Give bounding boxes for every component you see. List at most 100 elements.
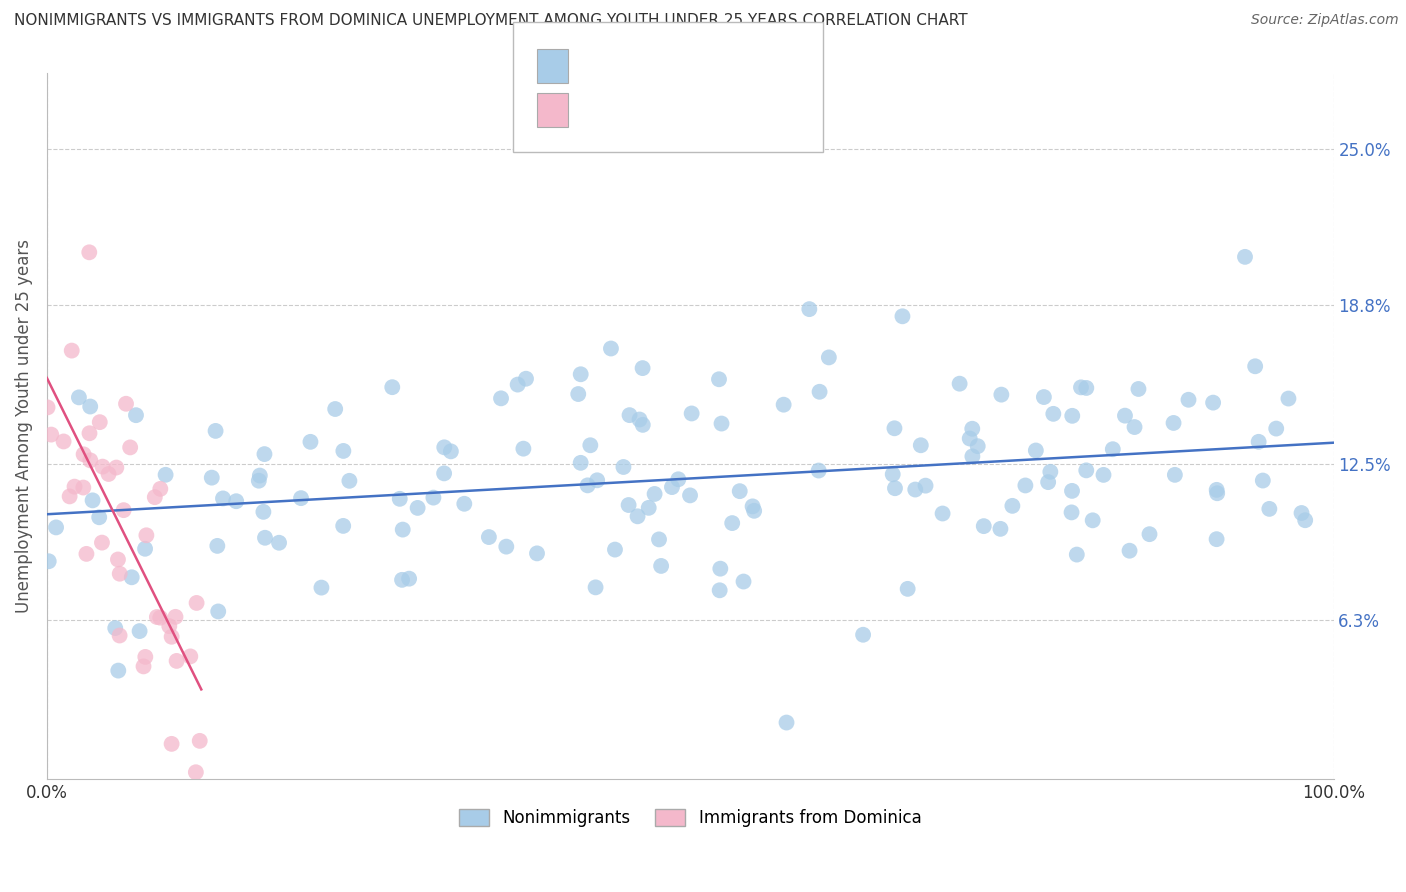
Point bbox=[79, 426, 101, 441]
Point bbox=[72, 447, 94, 461]
Point bbox=[962, 422, 984, 436]
Point bbox=[1042, 407, 1064, 421]
Point bbox=[973, 519, 995, 533]
Point bbox=[478, 530, 501, 544]
Legend: Nonimmigrants, Immigrants from Dominica: Nonimmigrants, Immigrants from Dominica bbox=[453, 803, 928, 834]
Point bbox=[526, 546, 548, 560]
Point bbox=[433, 440, 456, 454]
Text: R =: R = bbox=[574, 57, 607, 75]
Point bbox=[45, 520, 67, 534]
Point bbox=[1247, 434, 1270, 449]
Point bbox=[89, 510, 111, 524]
Point bbox=[1076, 381, 1098, 395]
Point bbox=[1062, 409, 1084, 423]
Point bbox=[1164, 467, 1187, 482]
Point bbox=[721, 516, 744, 530]
Point bbox=[433, 467, 456, 481]
Point bbox=[186, 596, 208, 610]
Point bbox=[741, 500, 763, 514]
Point bbox=[576, 478, 599, 492]
Point bbox=[105, 460, 128, 475]
Point bbox=[681, 407, 703, 421]
Point bbox=[108, 628, 131, 642]
Point bbox=[60, 343, 83, 358]
Point bbox=[648, 533, 671, 547]
Point bbox=[290, 491, 312, 505]
Point bbox=[628, 412, 651, 426]
Point bbox=[166, 654, 188, 668]
Point bbox=[82, 493, 104, 508]
Point bbox=[179, 649, 201, 664]
Point bbox=[440, 444, 463, 458]
Point bbox=[1025, 443, 1047, 458]
Point bbox=[398, 572, 420, 586]
Point bbox=[38, 554, 60, 568]
Point bbox=[1202, 395, 1225, 409]
Point bbox=[569, 456, 592, 470]
Point bbox=[391, 523, 413, 537]
Point bbox=[1205, 532, 1227, 546]
Point bbox=[249, 468, 271, 483]
Point bbox=[165, 610, 187, 624]
Point bbox=[1163, 416, 1185, 430]
Point bbox=[79, 400, 101, 414]
Point bbox=[332, 444, 354, 458]
Point bbox=[125, 408, 148, 422]
Point bbox=[1233, 250, 1256, 264]
Point bbox=[89, 415, 111, 429]
Point bbox=[149, 610, 172, 624]
Point bbox=[91, 535, 114, 549]
Point bbox=[891, 310, 914, 324]
Point bbox=[146, 610, 169, 624]
Point bbox=[1070, 380, 1092, 394]
Point bbox=[91, 459, 114, 474]
Point bbox=[247, 474, 270, 488]
Point bbox=[63, 480, 86, 494]
Point bbox=[143, 490, 166, 504]
Point bbox=[1139, 527, 1161, 541]
Point bbox=[1258, 501, 1281, 516]
Point bbox=[585, 580, 607, 594]
Point bbox=[52, 434, 75, 449]
Point bbox=[512, 442, 534, 456]
Point bbox=[710, 417, 733, 431]
Text: 0.357: 0.357 bbox=[616, 57, 668, 75]
Point bbox=[506, 377, 529, 392]
Point bbox=[1001, 499, 1024, 513]
Point bbox=[72, 481, 94, 495]
Point bbox=[1036, 475, 1059, 490]
Point bbox=[332, 519, 354, 533]
Text: -0.518: -0.518 bbox=[616, 101, 673, 119]
Point bbox=[160, 737, 183, 751]
Point bbox=[339, 474, 361, 488]
Point bbox=[1265, 421, 1288, 435]
Text: R =: R = bbox=[574, 101, 607, 119]
Point bbox=[807, 464, 830, 478]
Point bbox=[391, 573, 413, 587]
Point bbox=[201, 470, 224, 484]
Point bbox=[253, 447, 276, 461]
Point bbox=[1032, 390, 1054, 404]
Point bbox=[897, 582, 920, 596]
Point bbox=[381, 380, 404, 394]
Point bbox=[931, 507, 953, 521]
Point bbox=[75, 547, 97, 561]
Point bbox=[775, 715, 797, 730]
Point bbox=[489, 392, 512, 406]
Point bbox=[709, 562, 731, 576]
Point bbox=[207, 539, 229, 553]
Point bbox=[1076, 463, 1098, 477]
Point bbox=[904, 483, 927, 497]
Point bbox=[120, 441, 142, 455]
Point bbox=[108, 566, 131, 581]
Point bbox=[666, 472, 689, 486]
Point bbox=[949, 376, 972, 391]
Point bbox=[772, 398, 794, 412]
Point bbox=[311, 581, 333, 595]
Point bbox=[914, 478, 936, 492]
Point bbox=[134, 541, 156, 556]
Point bbox=[104, 621, 127, 635]
Point bbox=[149, 482, 172, 496]
Point bbox=[650, 558, 672, 573]
Point bbox=[882, 467, 904, 482]
